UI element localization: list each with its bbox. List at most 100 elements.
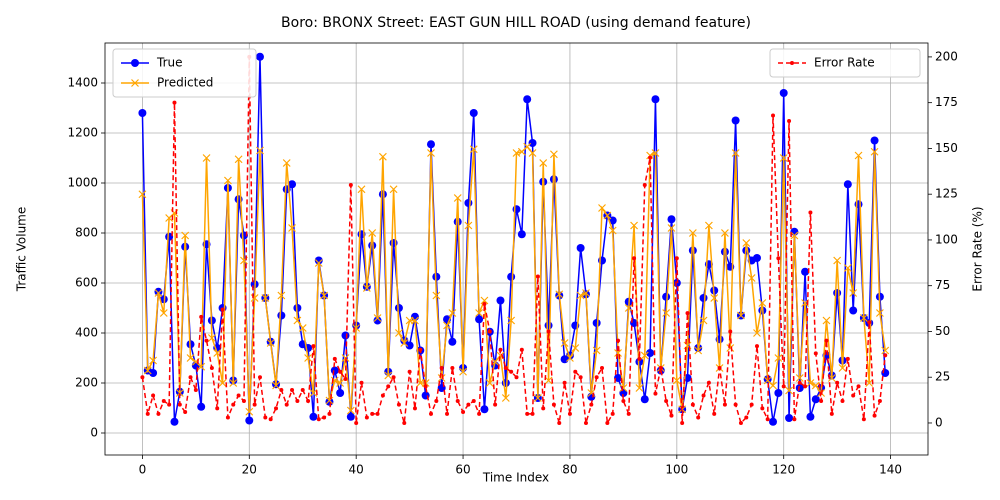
point bbox=[653, 391, 658, 396]
point bbox=[341, 331, 350, 340]
point bbox=[785, 386, 793, 395]
point bbox=[325, 396, 334, 405]
point bbox=[877, 399, 882, 404]
point bbox=[539, 159, 548, 167]
point bbox=[819, 399, 824, 404]
point bbox=[432, 291, 441, 300]
point bbox=[680, 420, 685, 425]
point bbox=[448, 309, 457, 317]
point bbox=[758, 299, 767, 307]
point bbox=[870, 136, 879, 145]
point bbox=[835, 380, 840, 385]
point bbox=[598, 204, 606, 212]
point bbox=[824, 338, 829, 343]
point bbox=[806, 412, 815, 421]
point bbox=[669, 413, 674, 418]
point bbox=[726, 344, 735, 352]
legend-label: True bbox=[156, 56, 183, 70]
point bbox=[608, 226, 617, 235]
point bbox=[245, 407, 254, 416]
point bbox=[400, 339, 409, 347]
point bbox=[154, 289, 163, 297]
point bbox=[555, 290, 564, 299]
point bbox=[632, 256, 637, 261]
point bbox=[517, 230, 526, 239]
point bbox=[528, 149, 537, 157]
point bbox=[159, 295, 168, 304]
legend: Error Rate bbox=[769, 48, 921, 78]
point bbox=[795, 374, 804, 382]
y2-tick-label: 25 bbox=[935, 370, 950, 384]
point bbox=[455, 399, 460, 404]
point bbox=[856, 384, 861, 389]
point bbox=[496, 296, 505, 305]
legend-marker bbox=[131, 59, 139, 67]
x-tick-label: 20 bbox=[242, 463, 257, 477]
y2-axis-label: Error Rate (%) bbox=[971, 206, 985, 291]
point bbox=[728, 329, 733, 334]
point bbox=[640, 395, 649, 404]
y-tick-label: 1400 bbox=[67, 76, 98, 90]
y2-tick-label: 0 bbox=[935, 415, 943, 429]
point bbox=[619, 384, 628, 392]
point bbox=[578, 375, 583, 380]
point bbox=[648, 155, 653, 160]
point bbox=[747, 274, 756, 282]
point bbox=[186, 354, 195, 362]
x-tick-label: 40 bbox=[349, 463, 364, 477]
point bbox=[785, 414, 794, 422]
point bbox=[172, 100, 177, 105]
point bbox=[769, 417, 778, 426]
point bbox=[346, 412, 355, 421]
point bbox=[197, 402, 206, 411]
point bbox=[225, 415, 230, 420]
point bbox=[140, 375, 145, 380]
point bbox=[562, 380, 567, 385]
point bbox=[407, 369, 412, 374]
point bbox=[268, 417, 273, 422]
point bbox=[405, 341, 414, 350]
point bbox=[731, 149, 740, 157]
point bbox=[662, 309, 671, 317]
point bbox=[396, 402, 401, 407]
point bbox=[753, 329, 761, 337]
point bbox=[448, 337, 457, 346]
point bbox=[368, 229, 377, 237]
point bbox=[621, 399, 626, 404]
point bbox=[209, 366, 214, 371]
point bbox=[279, 388, 284, 393]
point bbox=[712, 411, 717, 416]
point bbox=[592, 346, 601, 355]
point bbox=[256, 146, 264, 155]
point bbox=[742, 239, 751, 247]
y-tick-label: 200 bbox=[75, 376, 98, 390]
point bbox=[288, 180, 297, 189]
point bbox=[787, 118, 792, 123]
point bbox=[193, 388, 198, 393]
point bbox=[546, 329, 551, 334]
point bbox=[498, 347, 503, 352]
x-tick-label: 0 bbox=[139, 463, 147, 477]
point bbox=[738, 420, 743, 425]
point bbox=[402, 420, 407, 425]
x-tick-label: 140 bbox=[879, 463, 902, 477]
point bbox=[306, 399, 311, 404]
point bbox=[156, 411, 161, 416]
point bbox=[822, 316, 831, 325]
point bbox=[343, 377, 348, 382]
point bbox=[145, 411, 150, 416]
point bbox=[373, 316, 382, 325]
point bbox=[143, 366, 152, 375]
point bbox=[571, 344, 580, 352]
point bbox=[792, 417, 797, 422]
point bbox=[288, 224, 296, 232]
point bbox=[795, 384, 804, 392]
point bbox=[394, 304, 403, 312]
point bbox=[838, 364, 847, 372]
point bbox=[154, 287, 163, 296]
point bbox=[626, 411, 631, 416]
y-tick-label: 1200 bbox=[67, 126, 98, 140]
point bbox=[544, 321, 553, 330]
point bbox=[471, 399, 476, 404]
x-tick-label: 120 bbox=[772, 463, 795, 477]
